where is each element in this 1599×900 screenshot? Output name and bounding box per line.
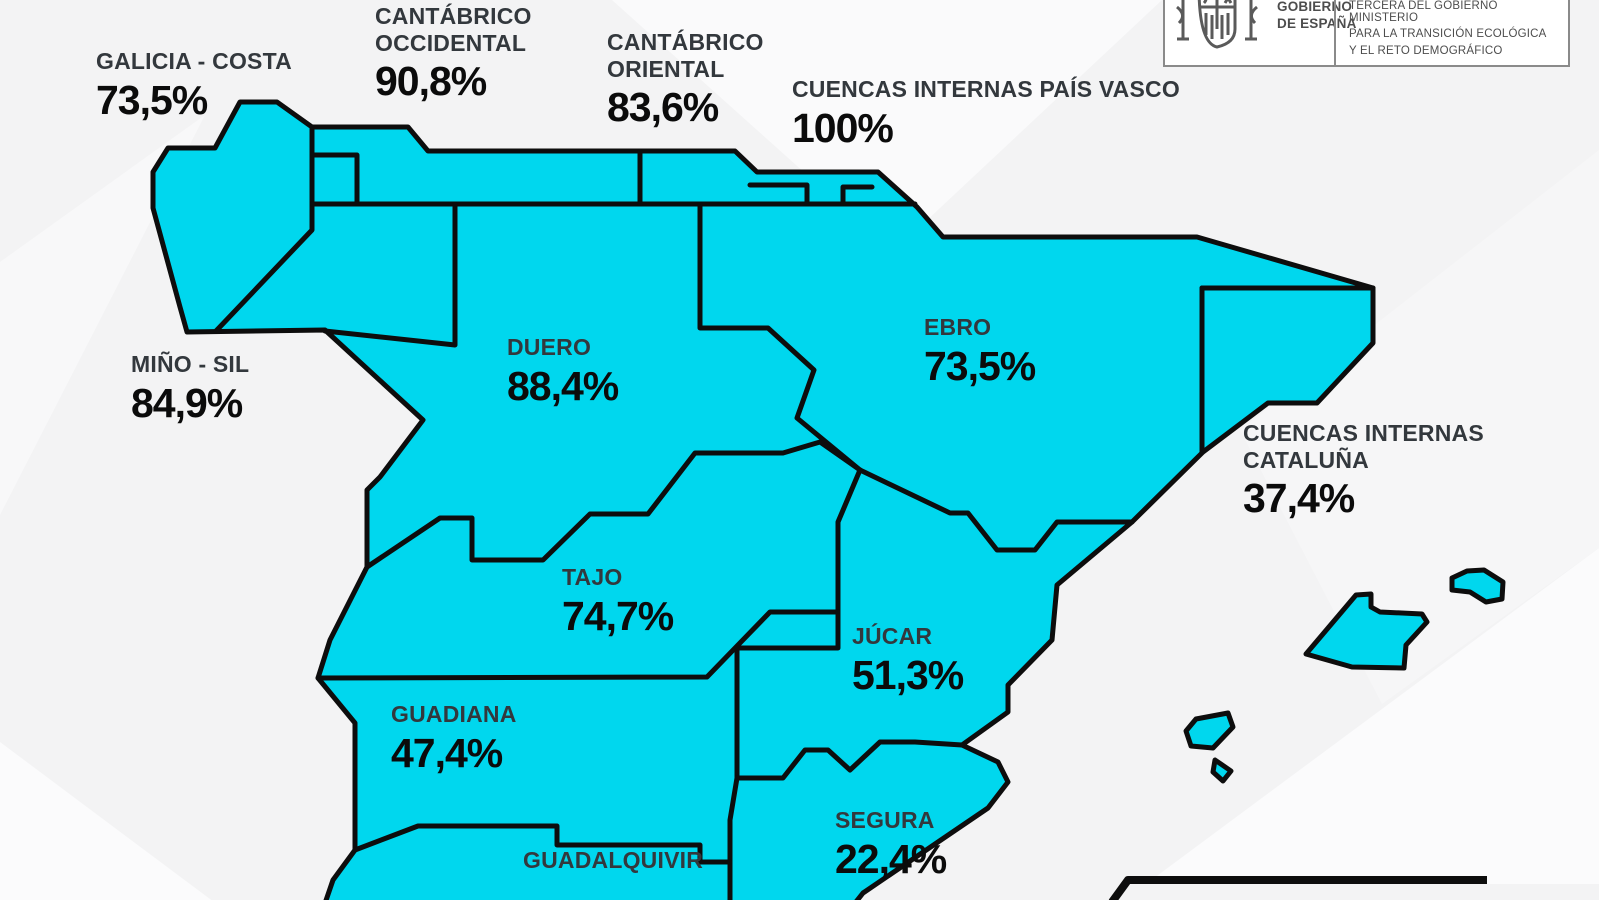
region-value: 90,8% [375, 58, 487, 105]
region-name: GALICIA - COSTA [96, 48, 292, 74]
region-value: 51,3% [852, 651, 964, 698]
region-name: MIÑO - SIL [131, 351, 250, 377]
region-value: 73,5% [924, 342, 1036, 389]
border-galicia-east [213, 124, 315, 334]
island-ibiza [1183, 710, 1236, 751]
border-guadiana-jucar [734, 609, 841, 781]
region-label-mino-sil: MIÑO - SIL 84,9% [131, 351, 249, 424]
region-name: GUADIANA [391, 701, 517, 727]
region-value: 100% [792, 104, 894, 151]
border-pais-vasco-east [840, 184, 875, 207]
region-value: 83,6% [607, 84, 719, 131]
logo-divider [1334, 0, 1336, 65]
region-label-cantabrico-oriental: CANTÁBRICO ORIENTAL 83,6% [607, 29, 764, 128]
border-ebro-jucar [857, 467, 1135, 553]
region-name: CANTÁBRICO ORIENTAL [607, 29, 764, 82]
balearic-islands [1183, 567, 1506, 784]
region-value: 37,4% [1243, 475, 1355, 522]
region-label-galicia-costa: GALICIA - COSTA 73,5% [96, 48, 292, 121]
border-jucar-segura [734, 739, 965, 781]
island-menorca [1449, 567, 1506, 605]
region-name: GUADALQUIVIR [523, 847, 704, 873]
island-formentera [1210, 757, 1234, 784]
region-label-segura: SEGURA 22,4% [835, 807, 947, 882]
vicepresidencia-label: TERCERA DEL GOBIERNO [1349, 0, 1498, 12]
region-name: TAJO [562, 564, 623, 590]
region-name: JÚCAR [852, 623, 933, 649]
region-value: 22,4% [835, 835, 947, 882]
region-label-guadalquivir: GUADALQUIVIR [523, 847, 703, 879]
region-label-ebro: EBRO 73,5% [924, 314, 1036, 389]
border-pais-vasco-west [747, 182, 810, 207]
border-guadiana-guadalquivir [352, 823, 733, 865]
island-mallorca [1303, 591, 1430, 671]
border-tajo-guadiana [315, 609, 841, 681]
region-label-duero: DUERO 88,4% [507, 334, 619, 409]
region-name: CUENCAS INTERNAS CATALUÑA [1243, 420, 1484, 473]
region-value: 88,4% [507, 362, 619, 409]
border-mino-duero [322, 201, 458, 348]
region-label-guadiana: GUADIANA 47,4% [391, 701, 517, 774]
gobierno-logo: GOBIERNO DE ESPAÑA TERCERA DEL GOBIERNO M… [1163, 0, 1570, 67]
border-duero-ebro [697, 201, 863, 473]
peninsula-shape [150, 99, 1376, 900]
region-value: 73,5% [96, 76, 208, 123]
region-label-cuencas-internas-pais-vasco: CUENCAS INTERNAS PAÍS VASCO 100% [792, 76, 1180, 149]
region-name: EBRO [924, 314, 992, 340]
region-value: 47,4% [391, 729, 503, 776]
border-tajo-jucar [835, 467, 863, 615]
border-galicia-notch [309, 152, 360, 207]
region-value: 74,7% [562, 592, 674, 639]
basin-borders [213, 124, 1376, 900]
spain-coat-of-arms-icon [1176, 0, 1258, 49]
region-name: DUERO [507, 334, 592, 360]
region-label-tajo: TAJO 74,7% [562, 564, 674, 639]
region-name: CUENCAS INTERNAS PAÍS VASCO [792, 76, 1180, 102]
border-duero-tajo [364, 439, 863, 570]
border-segura-west [727, 775, 740, 900]
region-label-jucar: JÚCAR 51,3% [852, 623, 964, 698]
region-label-cuencas-internas-cataluna: CUENCAS INTERNAS CATALUÑA 37,4% [1243, 420, 1484, 519]
inset-box-outline [1108, 876, 1487, 900]
region-label-cantabrico-occidental: CANTÁBRICO OCCIDENTAL 90,8% [375, 3, 532, 102]
region-name: CANTÁBRICO OCCIDENTAL [375, 3, 532, 56]
region-value: 84,9% [131, 379, 243, 426]
region-name: SEGURA [835, 807, 935, 833]
gobierno-de-espana-label: GOBIERNO DE ESPAÑA [1277, 0, 1357, 32]
ministerio-label: MINISTERIO PARA LA TRANSICIÓN ECOLÓGICA Y … [1349, 12, 1547, 57]
